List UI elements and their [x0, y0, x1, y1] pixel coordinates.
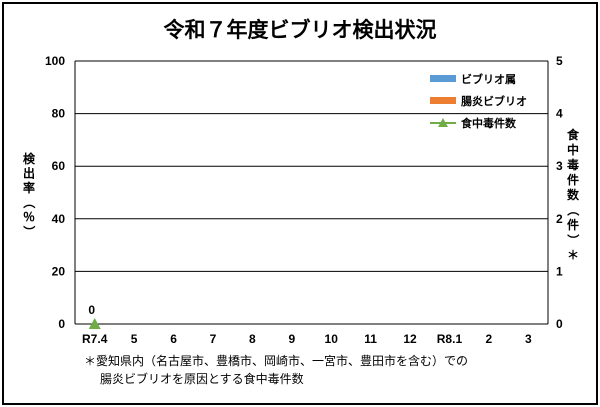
- legend-label: ビブリオ属: [461, 72, 516, 86]
- legend-label: 腸炎ビブリオ: [461, 94, 527, 108]
- y2-axis-label-group: 食中毒件数（件）＊: [566, 127, 581, 262]
- y-tick-label: 100: [45, 54, 65, 68]
- y2-tick-label: 4: [556, 107, 563, 121]
- legend-swatch: [430, 75, 456, 82]
- y2-axis-label-char: 件: [567, 172, 579, 187]
- y2-axis-label-char: ）: [566, 234, 581, 246]
- y-tick-label: 20: [52, 264, 66, 278]
- x-tick-label: 5: [131, 332, 138, 346]
- x-tick-label: 7: [210, 332, 217, 346]
- y2-axis-label-char: （: [566, 204, 581, 216]
- y-axis-ticks: 0 20 40 60 80 100: [45, 54, 65, 331]
- line-point: [88, 318, 101, 329]
- y-axis-label-char: 出: [23, 166, 35, 181]
- y2-tick-label: 2: [556, 212, 563, 226]
- y-axis-label-char: （: [22, 196, 37, 208]
- footnote-line-2: 腸炎ビブリオを原因とする食中毒件数: [100, 371, 304, 386]
- data-label: 0: [88, 303, 95, 317]
- footnote-line-1: ＊愛知県内（名古屋市、豊橋市、岡崎市、一宮市、豊田市を含む）での: [84, 353, 468, 368]
- chart-title: 令和７年度ビブリオ検出状況: [164, 18, 437, 42]
- y2-tick-label: 5: [556, 54, 563, 68]
- x-tick-label: 3: [525, 332, 532, 346]
- y-tick-label: 60: [52, 159, 66, 173]
- x-tick-label: 9: [288, 332, 295, 346]
- y-axis-label: 検出率（ ％）: [22, 151, 37, 238]
- y2-axis-label-char: 数: [567, 187, 580, 202]
- y2-axis-label-char: 食: [566, 127, 580, 142]
- y2-axis-label-char: 件: [567, 217, 579, 232]
- y2-tick-label: 0: [556, 317, 563, 331]
- x-tick-label: 6: [170, 332, 177, 346]
- y-axis-label-char: 検: [23, 151, 36, 166]
- legend-label: 食中毒件数: [461, 116, 517, 130]
- y2-axis-label: 食中毒件数（件）＊: [566, 127, 581, 262]
- gridlines: [74, 60, 549, 325]
- y2-axis-label-char: ＊: [567, 248, 579, 262]
- x-tick-label: 2: [486, 332, 493, 346]
- y2-axis-ticks: 0 1 2 3 4 5: [556, 54, 563, 331]
- x-tick-label: 10: [325, 332, 339, 346]
- y-axis-label-char: ）: [22, 225, 37, 237]
- x-tick-label: 11: [364, 332, 377, 346]
- y-tick-label: 0: [58, 317, 65, 331]
- x-tick-label: R8.1: [437, 332, 463, 346]
- legend-swatch: [430, 97, 456, 104]
- y2-axis-label-char: 中: [567, 142, 579, 157]
- x-axis-ticks: R7.4 5 6 7 8 9 10 11 12 R8.1 2 3: [82, 332, 532, 346]
- y2-axis-label-char: 毒: [567, 157, 579, 172]
- x-tick-label: 12: [403, 332, 417, 346]
- x-tick-label: 8: [249, 332, 256, 346]
- x-tick-label: R7.4: [82, 332, 108, 346]
- y2-tick-label: 1: [556, 264, 563, 278]
- y-axis-label-char: 率: [23, 180, 35, 195]
- legend-marker: [438, 118, 448, 127]
- y-tick-label: 40: [52, 212, 66, 226]
- y-axis-label-char: ％: [23, 210, 35, 224]
- y-tick-label: 80: [52, 107, 66, 121]
- y-axis-label-group: 検出率（ ％）: [22, 151, 37, 238]
- y2-tick-label: 3: [556, 159, 563, 173]
- data-marks: 0: [88, 303, 101, 329]
